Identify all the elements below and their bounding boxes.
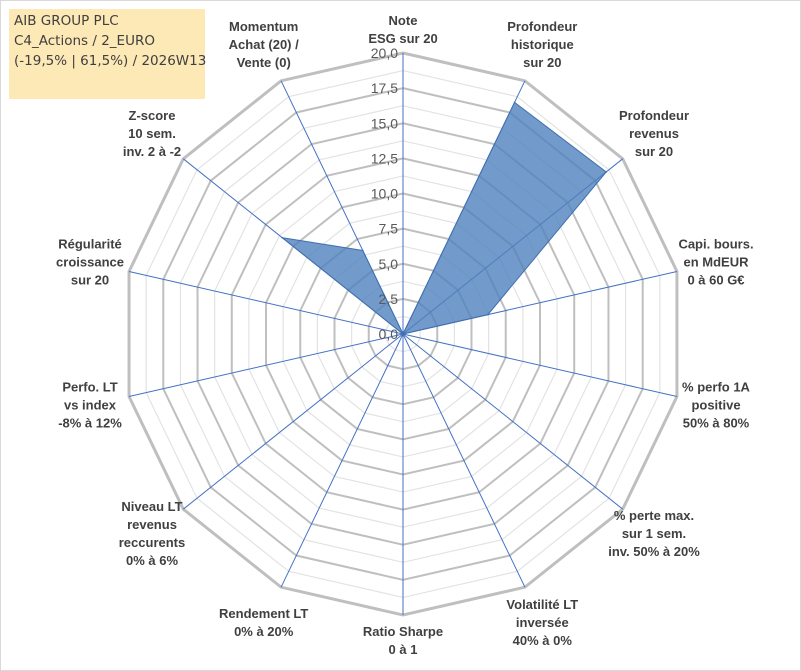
axis-label: Régularité croissance sur 20 <box>56 237 124 288</box>
axis-label-line: ESG sur 20 <box>368 31 437 46</box>
axis-spoke <box>128 333 404 398</box>
tick-label: 5,0 <box>379 256 399 272</box>
axis-label-line: 0% à 6% <box>126 553 178 568</box>
axis-label-line: reccurents <box>119 535 185 550</box>
title-line-category: C4_Actions / 2_EURO <box>14 33 155 49</box>
axis-label: Perfo. LT vs index -8% à 12% <box>58 379 122 430</box>
axis-label-line: % perfo 1A <box>682 379 751 394</box>
tick-label: 0,0 <box>379 326 399 342</box>
axis-label-line: inv. 50% à 20% <box>608 544 700 559</box>
axis-label: % perte max. sur 1 sem. inv. 50% à 20% <box>608 508 700 559</box>
axis-label-line: sur 20 <box>523 55 561 70</box>
axis-label-line: croissance <box>56 255 124 270</box>
axis-label-line: inversée <box>516 615 569 630</box>
axis-label-line: sur 1 sem. <box>622 526 686 541</box>
axis-spoke <box>280 333 404 588</box>
axis-spoke <box>128 270 404 335</box>
data-point <box>361 249 364 252</box>
data-point <box>513 101 516 104</box>
axis-label-line: en MdEUR <box>684 255 750 270</box>
axis-label-line: Régularité <box>58 237 122 252</box>
data-point <box>605 171 608 173</box>
axis-label: Momentum Achat (20) / Vente (0) <box>229 19 299 70</box>
axis-label-line: Capi. bours. <box>678 237 753 252</box>
axis-label-line: Niveau LT <box>121 499 182 514</box>
tick-label: 2,5 <box>379 291 399 307</box>
data-point <box>281 236 283 239</box>
data-point <box>402 333 404 335</box>
tick-label: 17,5 <box>371 80 398 96</box>
axis-spoke <box>402 333 678 398</box>
tick-label: 15,0 <box>371 115 398 131</box>
title-line-range: (-19,5% | 61,5%) / 2026W13 <box>14 53 207 69</box>
axis-label: Capi. bours. en MdEUR 0 à 60 G€ <box>678 237 753 288</box>
data-series-area <box>280 101 607 336</box>
tick-label: 12,5 <box>371 150 398 166</box>
tick-label: 20,0 <box>371 45 398 61</box>
tick-label: 10,0 <box>371 186 398 202</box>
axis-label-line: sur 20 <box>635 144 673 159</box>
axis-label-line: positive <box>691 397 740 412</box>
axis-spoke <box>182 333 404 510</box>
axis-label: Rendement LT 0% à 20% <box>219 606 308 639</box>
axis-label-line: 10 sem. <box>128 126 176 141</box>
chart-title-box: AIB GROUP PLC C4_Actions / 2_EURO (-19,5… <box>9 9 207 99</box>
axis-label: Note ESG sur 20 <box>368 13 437 46</box>
axis-label: Profondeur historique sur 20 <box>507 19 577 70</box>
axis-label-line: Volatilité LT <box>506 597 578 612</box>
axis-label-line: Vente (0) <box>237 55 291 70</box>
axis-label-line: Profondeur <box>507 19 577 34</box>
axis-label-line: 0 à 1 <box>389 642 418 657</box>
tick-label: 7,5 <box>379 221 399 237</box>
axis-label-line: -8% à 12% <box>58 415 122 430</box>
title-line-company: AIB GROUP PLC <box>14 13 119 29</box>
axis-label-line: Momentum <box>229 19 298 34</box>
axis-label-line: Rendement LT <box>219 606 308 621</box>
axis-spoke <box>402 333 624 510</box>
axis-label: Niveau LT revenus reccurents 0% à 6% <box>119 499 185 568</box>
axis-label-line: Profondeur <box>619 108 689 123</box>
axis-label: Volatilité LT inversée 40% à 0% <box>506 597 578 648</box>
axis-label-line: Ratio Sharpe <box>363 624 443 639</box>
axis-label-line: revenus <box>629 126 679 141</box>
axis-label-line: revenus <box>127 517 177 532</box>
axis-label-line: Note <box>389 13 418 28</box>
axis-label-line: 40% à 0% <box>513 633 573 648</box>
axis-label-line: historique <box>511 37 574 52</box>
axis-label: Z-score 10 sem. inv. 2 à -2 <box>123 108 181 159</box>
axis-label-line: Perfo. LT <box>62 379 117 394</box>
axis-label-line: % perte max. <box>614 508 694 523</box>
axis-label: Profondeur revenus sur 20 <box>619 108 689 159</box>
axis-label-line: 0% à 20% <box>234 624 294 639</box>
axis-label-line: sur 20 <box>71 273 109 288</box>
axis-spoke <box>402 333 526 588</box>
axis-label-line: vs index <box>64 397 117 412</box>
axis-label-line: inv. 2 à -2 <box>123 144 181 159</box>
data-point <box>487 313 489 316</box>
axis-label-line: 50% à 80% <box>683 415 750 430</box>
axis-label: % perfo 1A positive 50% à 80% <box>682 379 751 430</box>
axis-label-line: Achat (20) / <box>229 37 299 52</box>
axis-label-line: 0 à 60 G€ <box>687 273 744 288</box>
axis-label: Ratio Sharpe 0 à 1 <box>363 624 443 657</box>
axis-label-line: Z-score <box>129 108 176 123</box>
